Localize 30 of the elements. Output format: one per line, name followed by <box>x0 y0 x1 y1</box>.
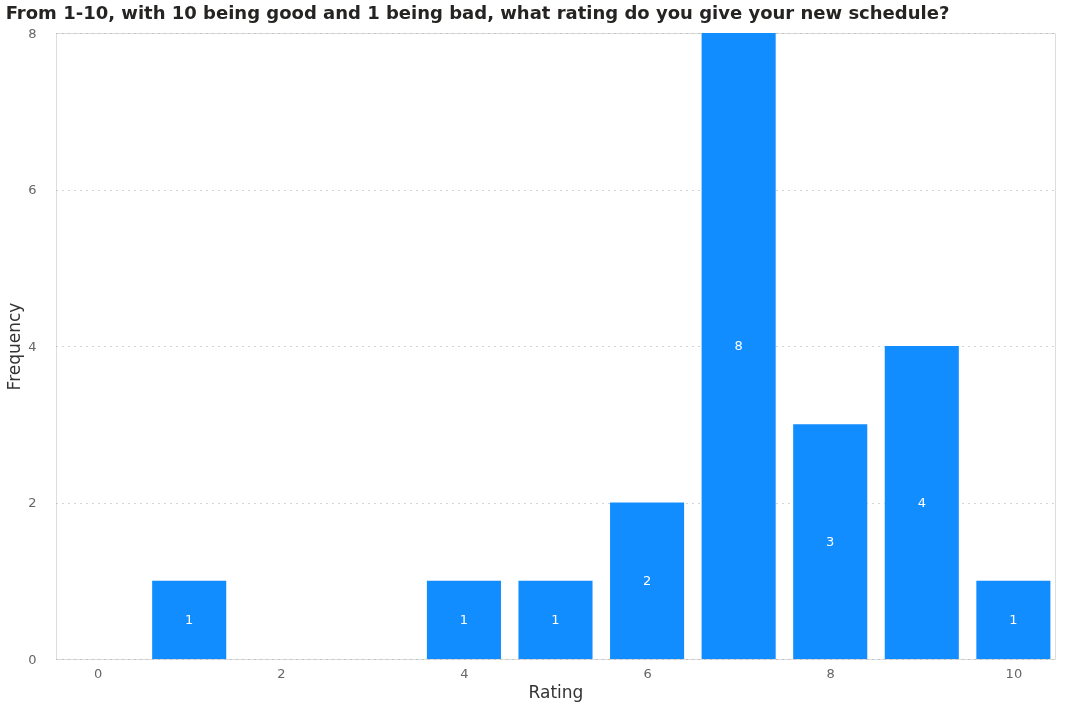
x-tick-label: 8 <box>826 665 835 681</box>
x-axis-title: Rating <box>528 681 584 702</box>
chart-title: From 1-10, with 10 being good and 1 being bad, what rating do you give your new schedule? <box>5 2 950 23</box>
y-tick-label: 4 <box>28 338 37 354</box>
bar <box>976 580 1051 659</box>
data-label: 8 <box>734 338 743 353</box>
data-label: 1 <box>1009 611 1018 627</box>
data-label: 4 <box>917 494 926 510</box>
bar <box>701 33 776 659</box>
x-tick-label: 2 <box>277 665 286 681</box>
bar <box>518 580 593 659</box>
y-tick-label: 2 <box>28 495 37 510</box>
data-label: 1 <box>551 611 560 627</box>
data-label: 3 <box>826 533 835 549</box>
bar <box>426 580 501 659</box>
bar <box>610 502 685 659</box>
x-tick-label: 6 <box>643 665 652 681</box>
x-tick-label: 10 <box>1005 665 1023 681</box>
x-tick-label: 0 <box>93 665 103 681</box>
data-label: 1 <box>185 611 194 627</box>
data-label: 2 <box>642 572 652 588</box>
data-label: 1 <box>459 611 469 627</box>
y-tick-label: 6 <box>28 182 37 197</box>
bar <box>793 424 868 659</box>
y-tick-label: 8 <box>28 25 37 41</box>
bar <box>152 580 227 659</box>
x-tick-label: 4 <box>460 665 469 681</box>
y-axis-title: Frequency <box>4 302 25 391</box>
y-tick-label: 0 <box>28 651 37 667</box>
bar <box>884 346 959 659</box>
